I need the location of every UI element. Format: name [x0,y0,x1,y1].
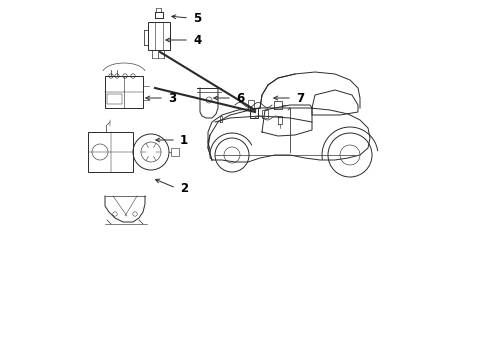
Bar [148,22,170,50]
Bar [262,110,268,118]
Text: 2: 2 [180,181,188,194]
Text: 3: 3 [168,91,176,104]
Bar [248,100,254,110]
Bar [105,76,143,108]
Bar [107,94,122,104]
Text: 1: 1 [180,134,188,147]
Text: 5: 5 [193,12,201,24]
Bar [250,108,258,118]
Text: 4: 4 [193,33,201,46]
Text: 7: 7 [296,91,304,104]
Text: 6: 6 [236,91,244,104]
Bar [88,132,133,172]
Bar [171,148,179,156]
